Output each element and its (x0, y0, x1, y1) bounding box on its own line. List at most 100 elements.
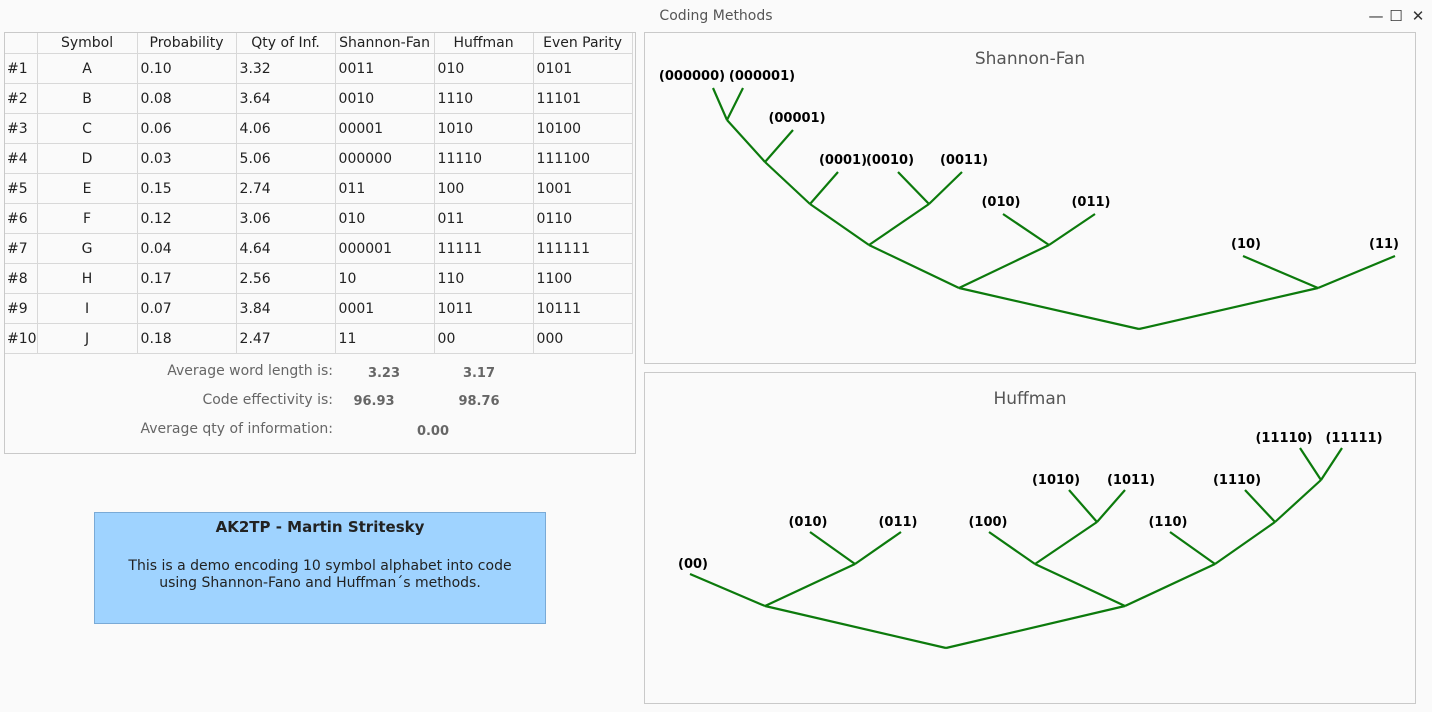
cell-probability[interactable]: 0.03 (137, 143, 237, 174)
tree-edge (1002, 213, 1050, 246)
row-index[interactable]: #5 (5, 173, 38, 204)
cell-probability[interactable]: 0.17 (137, 263, 237, 294)
cell-symbol[interactable]: D (37, 143, 138, 174)
table-row: #7 G 0.04 4.64 000001 11111 111111 (5, 233, 633, 264)
cell-huffman[interactable]: 11110 (434, 143, 534, 174)
avg-info-label: Average qty of information: (140, 421, 333, 437)
cell-shannon[interactable]: 00001 (335, 113, 435, 144)
cell-huffman[interactable]: 010 (434, 53, 534, 84)
cell-huffman[interactable]: 100 (434, 173, 534, 204)
cell-parity[interactable]: 1001 (533, 173, 633, 204)
cell-probability[interactable]: 0.10 (137, 53, 237, 84)
avg-length-label: Average word length is: (167, 363, 333, 379)
header-huffman[interactable]: Huffman (434, 33, 534, 54)
tree-edge (1034, 563, 1126, 607)
row-index[interactable]: #9 (5, 293, 38, 324)
cell-symbol[interactable]: F (37, 203, 138, 234)
table-row: #10 J 0.18 2.47 11 00 000 (5, 323, 633, 354)
cell-probability[interactable]: 0.07 (137, 293, 237, 324)
cell-shannon[interactable]: 000000 (335, 143, 435, 174)
cell-huffman[interactable]: 1011 (434, 293, 534, 324)
tree-edge (764, 161, 811, 205)
cell-probability[interactable]: 0.15 (137, 173, 237, 204)
cell-qty[interactable]: 2.74 (236, 173, 336, 204)
cell-parity[interactable]: 10100 (533, 113, 633, 144)
cell-symbol[interactable]: J (37, 323, 138, 354)
maximize-icon[interactable]: ☐ (1389, 7, 1403, 25)
tree-node-label: (1110) (1213, 473, 1261, 488)
cell-huffman[interactable]: 00 (434, 323, 534, 354)
close-icon[interactable]: ✕ (1411, 7, 1425, 25)
table-row: #2 B 0.08 3.64 0010 1110 11101 (5, 83, 633, 114)
cell-parity[interactable]: 111100 (533, 143, 633, 174)
shannon-tree-title: Shannon-Fan (975, 49, 1085, 69)
tree-edge (928, 171, 963, 205)
cell-shannon[interactable]: 10 (335, 263, 435, 294)
tree-edge (1242, 254, 1319, 290)
cell-qty[interactable]: 4.06 (236, 113, 336, 144)
row-index[interactable]: #2 (5, 83, 38, 114)
header-shannon-fan[interactable]: Shannon-Fan (335, 33, 435, 54)
row-index[interactable]: #7 (5, 233, 38, 264)
cell-parity[interactable]: 0110 (533, 203, 633, 234)
cell-huffman[interactable]: 1110 (434, 83, 534, 114)
cell-huffman[interactable]: 11111 (434, 233, 534, 264)
cell-shannon[interactable]: 000001 (335, 233, 435, 264)
cell-parity[interactable]: 1100 (533, 263, 633, 294)
cell-qty[interactable]: 3.06 (236, 203, 336, 234)
cell-huffman[interactable]: 011 (434, 203, 534, 234)
row-index[interactable]: #8 (5, 263, 38, 294)
cell-symbol[interactable]: I (37, 293, 138, 324)
cell-probability[interactable]: 0.12 (137, 203, 237, 234)
cell-qty[interactable]: 3.64 (236, 83, 336, 114)
cell-qty[interactable]: 3.84 (236, 293, 336, 324)
effectivity-huffman: 98.76 (458, 394, 500, 409)
cell-probability[interactable]: 0.18 (137, 323, 237, 354)
cell-huffman[interactable]: 110 (434, 263, 534, 294)
tree-edge (897, 171, 930, 205)
cell-shannon[interactable]: 010 (335, 203, 435, 234)
cell-qty[interactable]: 5.06 (236, 143, 336, 174)
tree-node-label: (0001) (819, 153, 867, 168)
row-index[interactable]: #3 (5, 113, 38, 144)
row-index[interactable]: #4 (5, 143, 38, 174)
cell-symbol[interactable]: G (37, 233, 138, 264)
huffman-tree: Huffman (00) (010) (011) (100) (1010) (1 (678, 389, 1383, 650)
cell-probability[interactable]: 0.04 (137, 233, 237, 264)
cell-symbol[interactable]: B (37, 83, 138, 114)
minimize-icon[interactable]: — (1368, 7, 1384, 25)
table-row: #8 H 0.17 2.56 10 110 1100 (5, 263, 633, 294)
cell-probability[interactable]: 0.08 (137, 83, 237, 114)
cell-parity[interactable]: 000 (533, 323, 633, 354)
header-qty-of-inf[interactable]: Qty of Inf. (236, 33, 336, 54)
header-even-parity[interactable]: Even Parity (533, 33, 633, 54)
tree-node-label: (00) (678, 557, 708, 572)
header-probability[interactable]: Probability (137, 33, 237, 54)
cell-shannon[interactable]: 11 (335, 323, 435, 354)
cell-symbol[interactable]: A (37, 53, 138, 84)
row-index[interactable]: #10 (5, 323, 38, 354)
cell-qty[interactable]: 4.64 (236, 233, 336, 264)
cell-qty[interactable]: 2.56 (236, 263, 336, 294)
cell-symbol[interactable]: C (37, 113, 138, 144)
header-symbol[interactable]: Symbol (37, 33, 138, 54)
cell-parity[interactable]: 10111 (533, 293, 633, 324)
cell-probability[interactable]: 0.06 (137, 113, 237, 144)
cell-symbol[interactable]: H (37, 263, 138, 294)
cell-parity[interactable]: 111111 (533, 233, 633, 264)
cell-symbol[interactable]: E (37, 173, 138, 204)
row-index[interactable]: #6 (5, 203, 38, 234)
cell-huffman[interactable]: 1010 (434, 113, 534, 144)
cell-parity[interactable]: 0101 (533, 53, 633, 84)
cell-parity[interactable]: 11101 (533, 83, 633, 114)
cell-shannon[interactable]: 0010 (335, 83, 435, 114)
effectivity-shannon: 96.93 (353, 394, 395, 409)
cell-qty[interactable]: 3.32 (236, 53, 336, 84)
avg-length-shannon: 3.23 (367, 366, 401, 381)
cell-shannon[interactable]: 0001 (335, 293, 435, 324)
cell-shannon[interactable]: 0011 (335, 53, 435, 84)
row-index[interactable]: #1 (5, 53, 38, 84)
cell-qty[interactable]: 2.47 (236, 323, 336, 354)
cell-shannon[interactable]: 011 (335, 173, 435, 204)
shannon-tree: Shannon-Fan (000000) (000001) (00001) (0… (659, 49, 1399, 331)
